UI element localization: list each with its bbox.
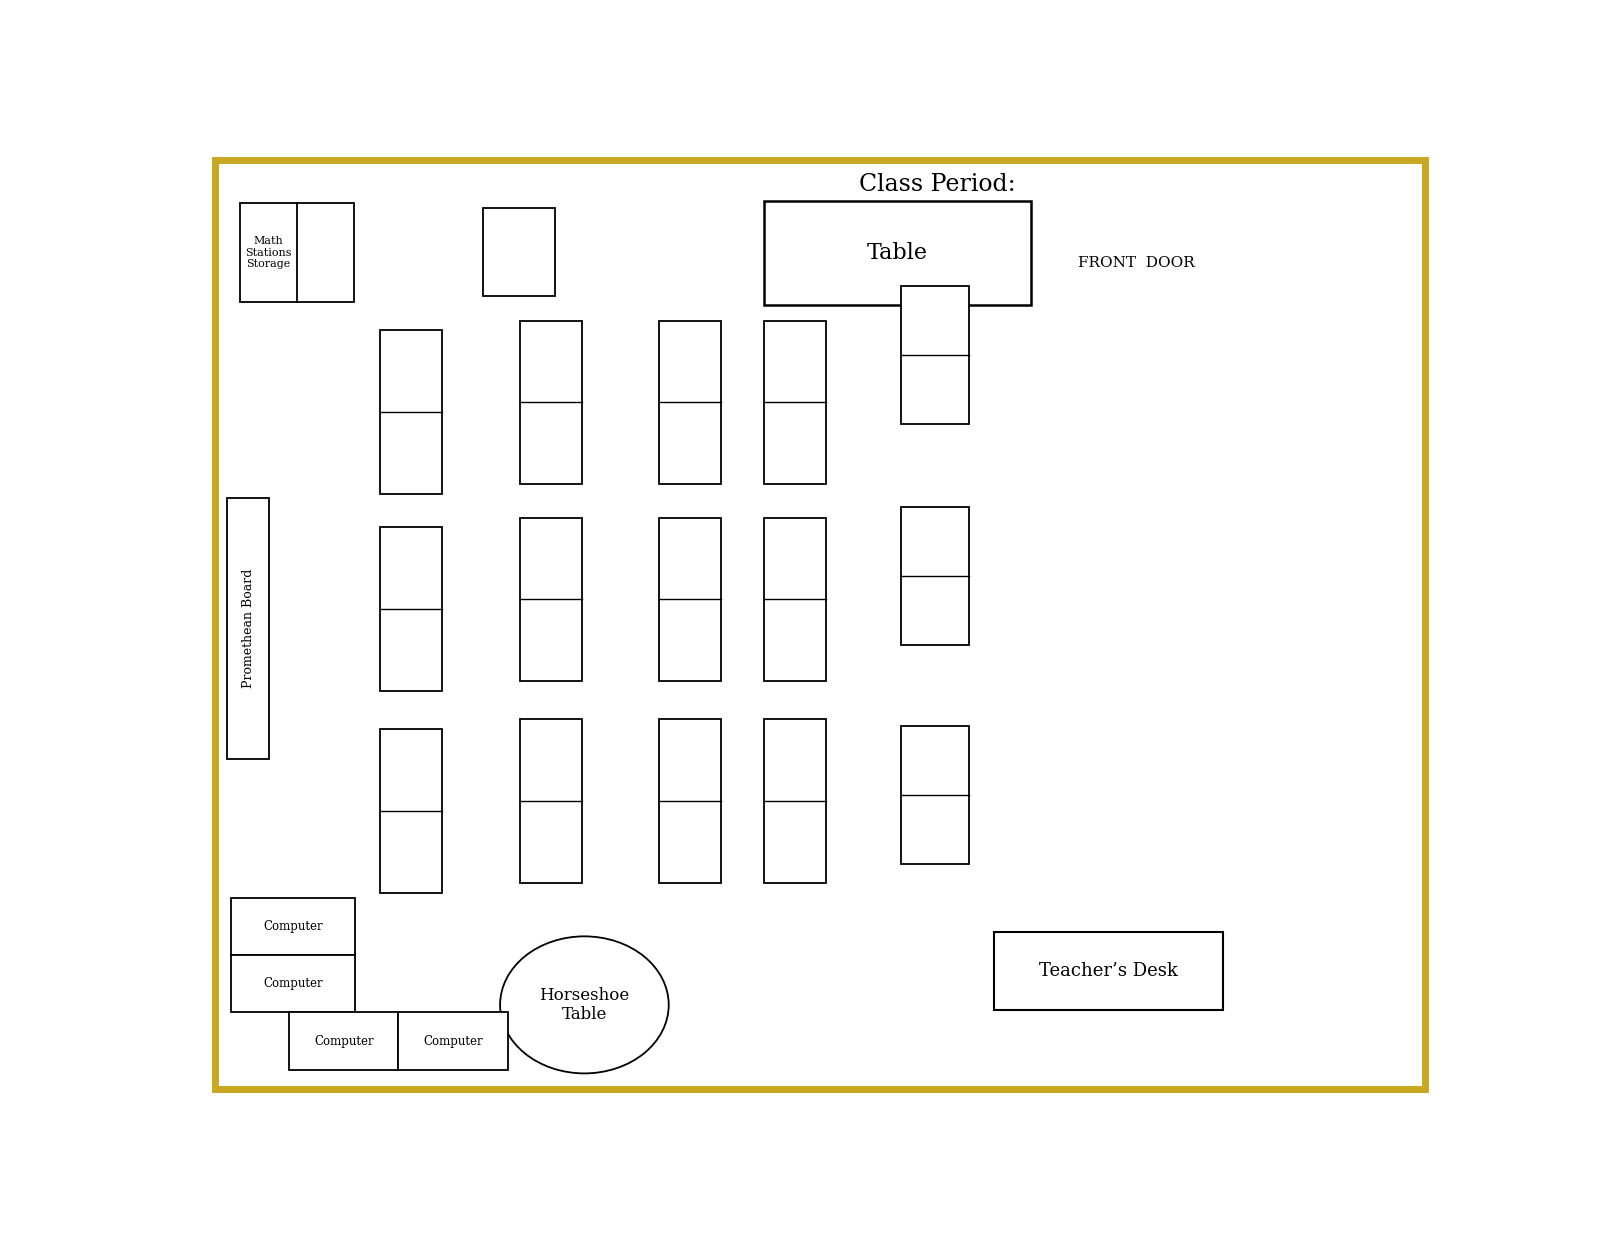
- Bar: [659, 320, 720, 485]
- Bar: [290, 1012, 398, 1069]
- Bar: [520, 518, 582, 681]
- Bar: [379, 330, 442, 494]
- Bar: [520, 320, 582, 485]
- Bar: [379, 527, 442, 691]
- Bar: [230, 955, 355, 1012]
- Text: Computer: Computer: [262, 978, 323, 990]
- Bar: [901, 726, 970, 864]
- Bar: [659, 719, 720, 883]
- Text: Class Period:: Class Period:: [859, 173, 1016, 197]
- Bar: [765, 518, 826, 681]
- Bar: [227, 498, 269, 759]
- Bar: [230, 899, 355, 955]
- Bar: [901, 287, 970, 424]
- Text: Table: Table: [867, 242, 928, 265]
- Bar: [483, 209, 555, 295]
- Bar: [398, 1012, 507, 1069]
- Bar: [765, 320, 826, 485]
- Text: Horseshoe
Table: Horseshoe Table: [539, 986, 629, 1023]
- Text: Promethean Board: Promethean Board: [242, 569, 254, 688]
- Bar: [659, 518, 720, 681]
- Bar: [994, 932, 1222, 1010]
- Bar: [765, 719, 826, 883]
- Text: Computer: Computer: [422, 1035, 483, 1048]
- Ellipse shape: [501, 937, 669, 1073]
- Text: Math
Stations
Storage: Math Stations Storage: [245, 236, 291, 269]
- Bar: [379, 729, 442, 892]
- Bar: [901, 507, 970, 645]
- Bar: [240, 203, 354, 303]
- Text: Teacher’s Desk: Teacher’s Desk: [1038, 962, 1178, 980]
- Text: Computer: Computer: [314, 1035, 374, 1048]
- Text: FRONT  DOOR: FRONT DOOR: [1078, 256, 1195, 269]
- Bar: [520, 719, 582, 883]
- Text: Computer: Computer: [262, 921, 323, 933]
- Bar: [765, 200, 1030, 305]
